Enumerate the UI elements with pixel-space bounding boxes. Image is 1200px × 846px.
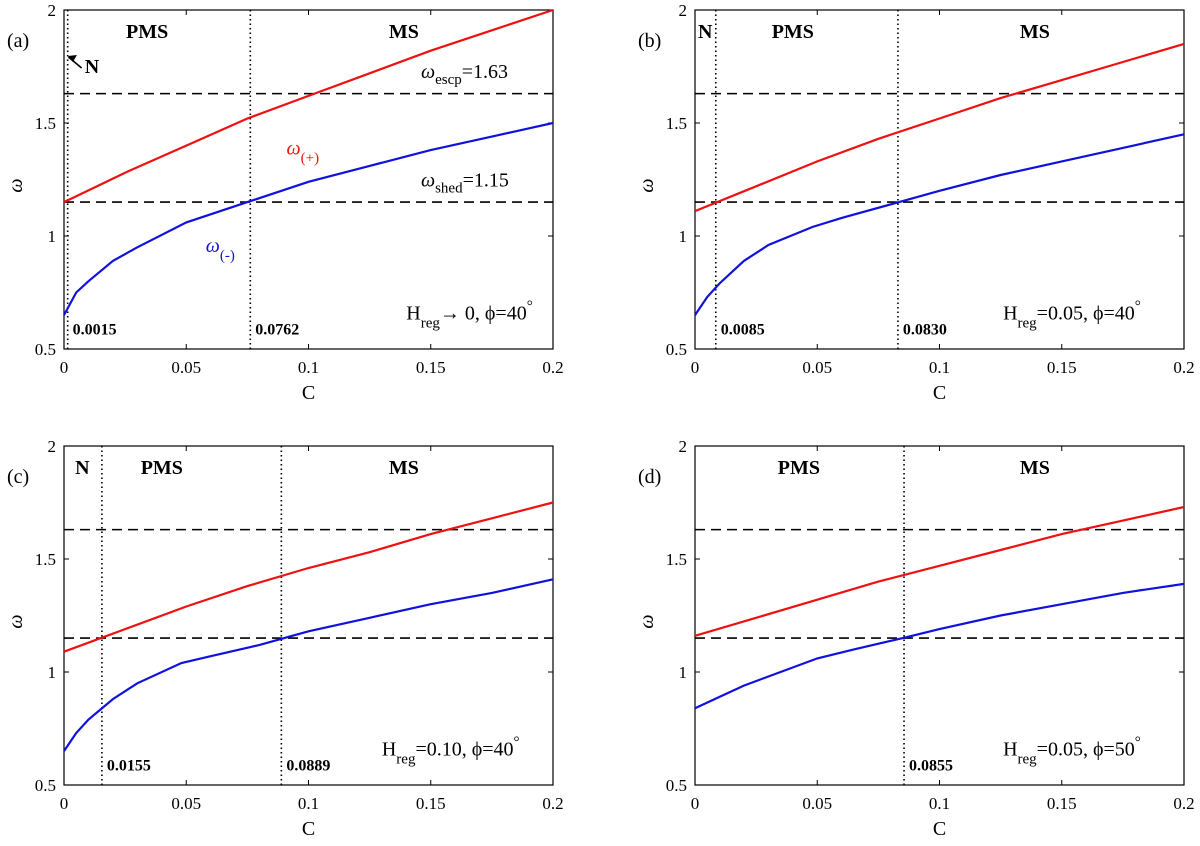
omega-minus-curve xyxy=(694,133,1185,316)
x-tick-label: 0 xyxy=(691,794,700,813)
y-tick-label: 0.5 xyxy=(666,776,687,795)
region-label: PMS xyxy=(126,21,168,43)
y-tick-label: 0.5 xyxy=(35,776,56,795)
x-tick-label: 0 xyxy=(691,358,700,377)
boundary-value-label: 0.0015 xyxy=(73,321,117,338)
x-tick-label: 0.05 xyxy=(802,358,832,377)
panel-d: 0 0.05 0.1 0.15 0.2 0.5 1 1.5 2 Cω (d) 0.0855 PMS MS H… xyxy=(636,437,1195,840)
omega-plus-curve xyxy=(694,505,1185,637)
x-tick-label: 0.1 xyxy=(298,358,319,377)
x-axis-label: C xyxy=(933,382,946,404)
parameter-label: Hreg=0.10, ϕ=40° xyxy=(382,735,520,768)
panel-a: 0 0.05 0.1 0.15 0.2 0.5 1 1.5 2 Cω (a) 0.0015 0.0762… xyxy=(5,1,564,404)
y-axis-label: ω xyxy=(5,614,27,628)
parameter-label: Hreg→ 0, ϕ=40° xyxy=(406,299,532,332)
x-tick-label: 0 xyxy=(60,794,69,813)
omega-plus-curve xyxy=(63,501,554,653)
y-axis-label: ω xyxy=(636,614,658,628)
y-tick-label: 0.5 xyxy=(666,340,687,359)
omega-plus-curve xyxy=(694,42,1185,213)
panel-b: 0 0.05 0.1 0.15 0.2 0.5 1 1.5 2 Cω (b) 0.0085 0.0830… xyxy=(636,1,1195,404)
x-tick-label: 0.2 xyxy=(542,358,563,377)
panel-label: (b) xyxy=(638,30,661,52)
axes-frame xyxy=(694,9,1185,350)
boundary-value-label: 0.0155 xyxy=(107,757,151,774)
boundary-value-label: 0.0855 xyxy=(909,757,953,774)
region-label: MS xyxy=(389,21,419,43)
y-tick-label: 2 xyxy=(679,1,688,20)
x-axis-label: C xyxy=(302,382,315,404)
x-tick-label: 0 xyxy=(60,358,69,377)
y-tick-label: 2 xyxy=(48,1,57,20)
region-label: N xyxy=(75,457,90,479)
boundary-value-label: 0.0889 xyxy=(286,757,330,774)
shed-threshold-label: ωshed=1.15 xyxy=(421,169,509,196)
panel-label: (d) xyxy=(638,466,661,488)
y-tick-label: 1 xyxy=(679,227,688,246)
y-axis-label: ω xyxy=(5,178,27,192)
x-tick-label: 0.1 xyxy=(929,358,950,377)
y-tick-label: 1.5 xyxy=(35,114,56,133)
axes-frame xyxy=(63,445,554,786)
x-tick-label: 0.05 xyxy=(802,794,832,813)
omega-plus-label: ω(+) xyxy=(286,138,319,167)
arrow-head-icon xyxy=(67,55,77,62)
x-tick-label: 0.15 xyxy=(1047,794,1077,813)
x-tick-label: 0.2 xyxy=(1173,794,1194,813)
region-label: MS xyxy=(1020,21,1050,43)
omega-plus-curve xyxy=(63,8,554,204)
x-tick-label: 0.05 xyxy=(171,358,201,377)
y-tick-label: 1 xyxy=(48,663,57,682)
omega-minus-curve xyxy=(694,582,1185,710)
x-tick-label: 0.1 xyxy=(298,794,319,813)
y-tick-label: 1.5 xyxy=(666,550,687,569)
x-tick-label: 0.2 xyxy=(542,794,563,813)
y-tick-label: 1 xyxy=(679,663,688,682)
escape-threshold-label: ωescp=1.63 xyxy=(421,61,508,88)
region-label: MS xyxy=(1020,457,1050,479)
parameter-label: Hreg=0.05, ϕ=50° xyxy=(1003,735,1141,768)
x-tick-label: 0.1 xyxy=(929,794,950,813)
y-tick-label: 1 xyxy=(48,227,57,246)
nonsteady-region-label: N xyxy=(85,56,100,78)
x-tick-label: 0.15 xyxy=(416,358,446,377)
x-tick-label: 0.2 xyxy=(1173,358,1194,377)
y-tick-label: 1.5 xyxy=(666,114,687,133)
axes-frame xyxy=(694,445,1185,786)
omega-minus-label: ω(-) xyxy=(206,235,235,264)
omega-minus-curve xyxy=(63,121,554,316)
region-label: MS xyxy=(389,457,419,479)
x-tick-label: 0.15 xyxy=(416,794,446,813)
panel-label: (a) xyxy=(7,30,29,52)
parameter-label: Hreg=0.05, ϕ=40° xyxy=(1003,299,1141,332)
boundary-value-label: 0.0085 xyxy=(721,321,765,338)
x-tick-label: 0.05 xyxy=(171,794,201,813)
omega-minus-curve xyxy=(63,578,554,752)
region-label: PMS xyxy=(141,457,183,479)
y-tick-label: 2 xyxy=(679,437,688,456)
y-tick-label: 0.5 xyxy=(35,340,56,359)
region-label: PMS xyxy=(772,21,814,43)
boundary-value-label: 0.0762 xyxy=(255,321,299,338)
boundary-value-label: 0.0830 xyxy=(903,321,947,338)
y-tick-label: 2 xyxy=(48,437,57,456)
region-label: N xyxy=(698,21,713,43)
x-axis-label: C xyxy=(933,818,946,840)
y-tick-label: 1.5 xyxy=(35,550,56,569)
panel-label: (c) xyxy=(7,466,29,488)
panel-c: 0 0.05 0.1 0.15 0.2 0.5 1 1.5 2 Cω (c) 0.0155 0.0889… xyxy=(5,437,564,840)
x-axis-label: C xyxy=(302,818,315,840)
x-tick-label: 0.15 xyxy=(1047,358,1077,377)
y-axis-label: ω xyxy=(636,178,658,192)
region-label: PMS xyxy=(778,457,820,479)
